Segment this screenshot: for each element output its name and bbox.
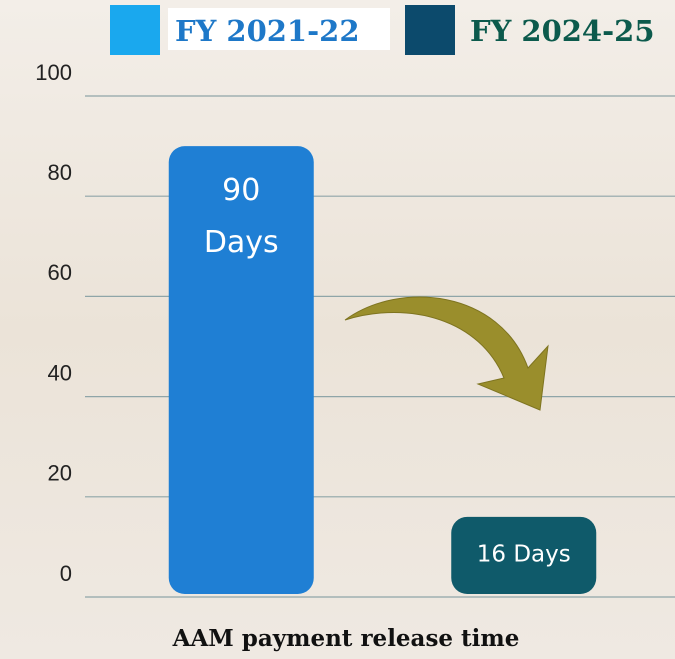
bar xyxy=(451,516,597,594)
y-tick-label: 0 xyxy=(60,561,72,586)
legend-text-bg xyxy=(168,8,390,50)
y-tick-label: 100 xyxy=(35,60,72,85)
legend-label: FY 2021-22 xyxy=(175,14,360,48)
y-tick-label: 20 xyxy=(48,461,72,486)
legend-swatch xyxy=(405,5,455,55)
value-label: 16 Days xyxy=(477,541,571,567)
legend-label: FY 2024-25 xyxy=(470,14,655,48)
y-tick-label: 40 xyxy=(48,360,72,385)
y-tick-label: 60 xyxy=(48,260,72,285)
legend-swatch xyxy=(110,5,160,55)
bar xyxy=(168,146,314,594)
chart-title: AAM payment release time xyxy=(172,625,520,652)
value-label: 90 Days xyxy=(204,173,279,260)
trend-arrow xyxy=(344,296,549,411)
y-tick-label: 80 xyxy=(48,160,72,185)
